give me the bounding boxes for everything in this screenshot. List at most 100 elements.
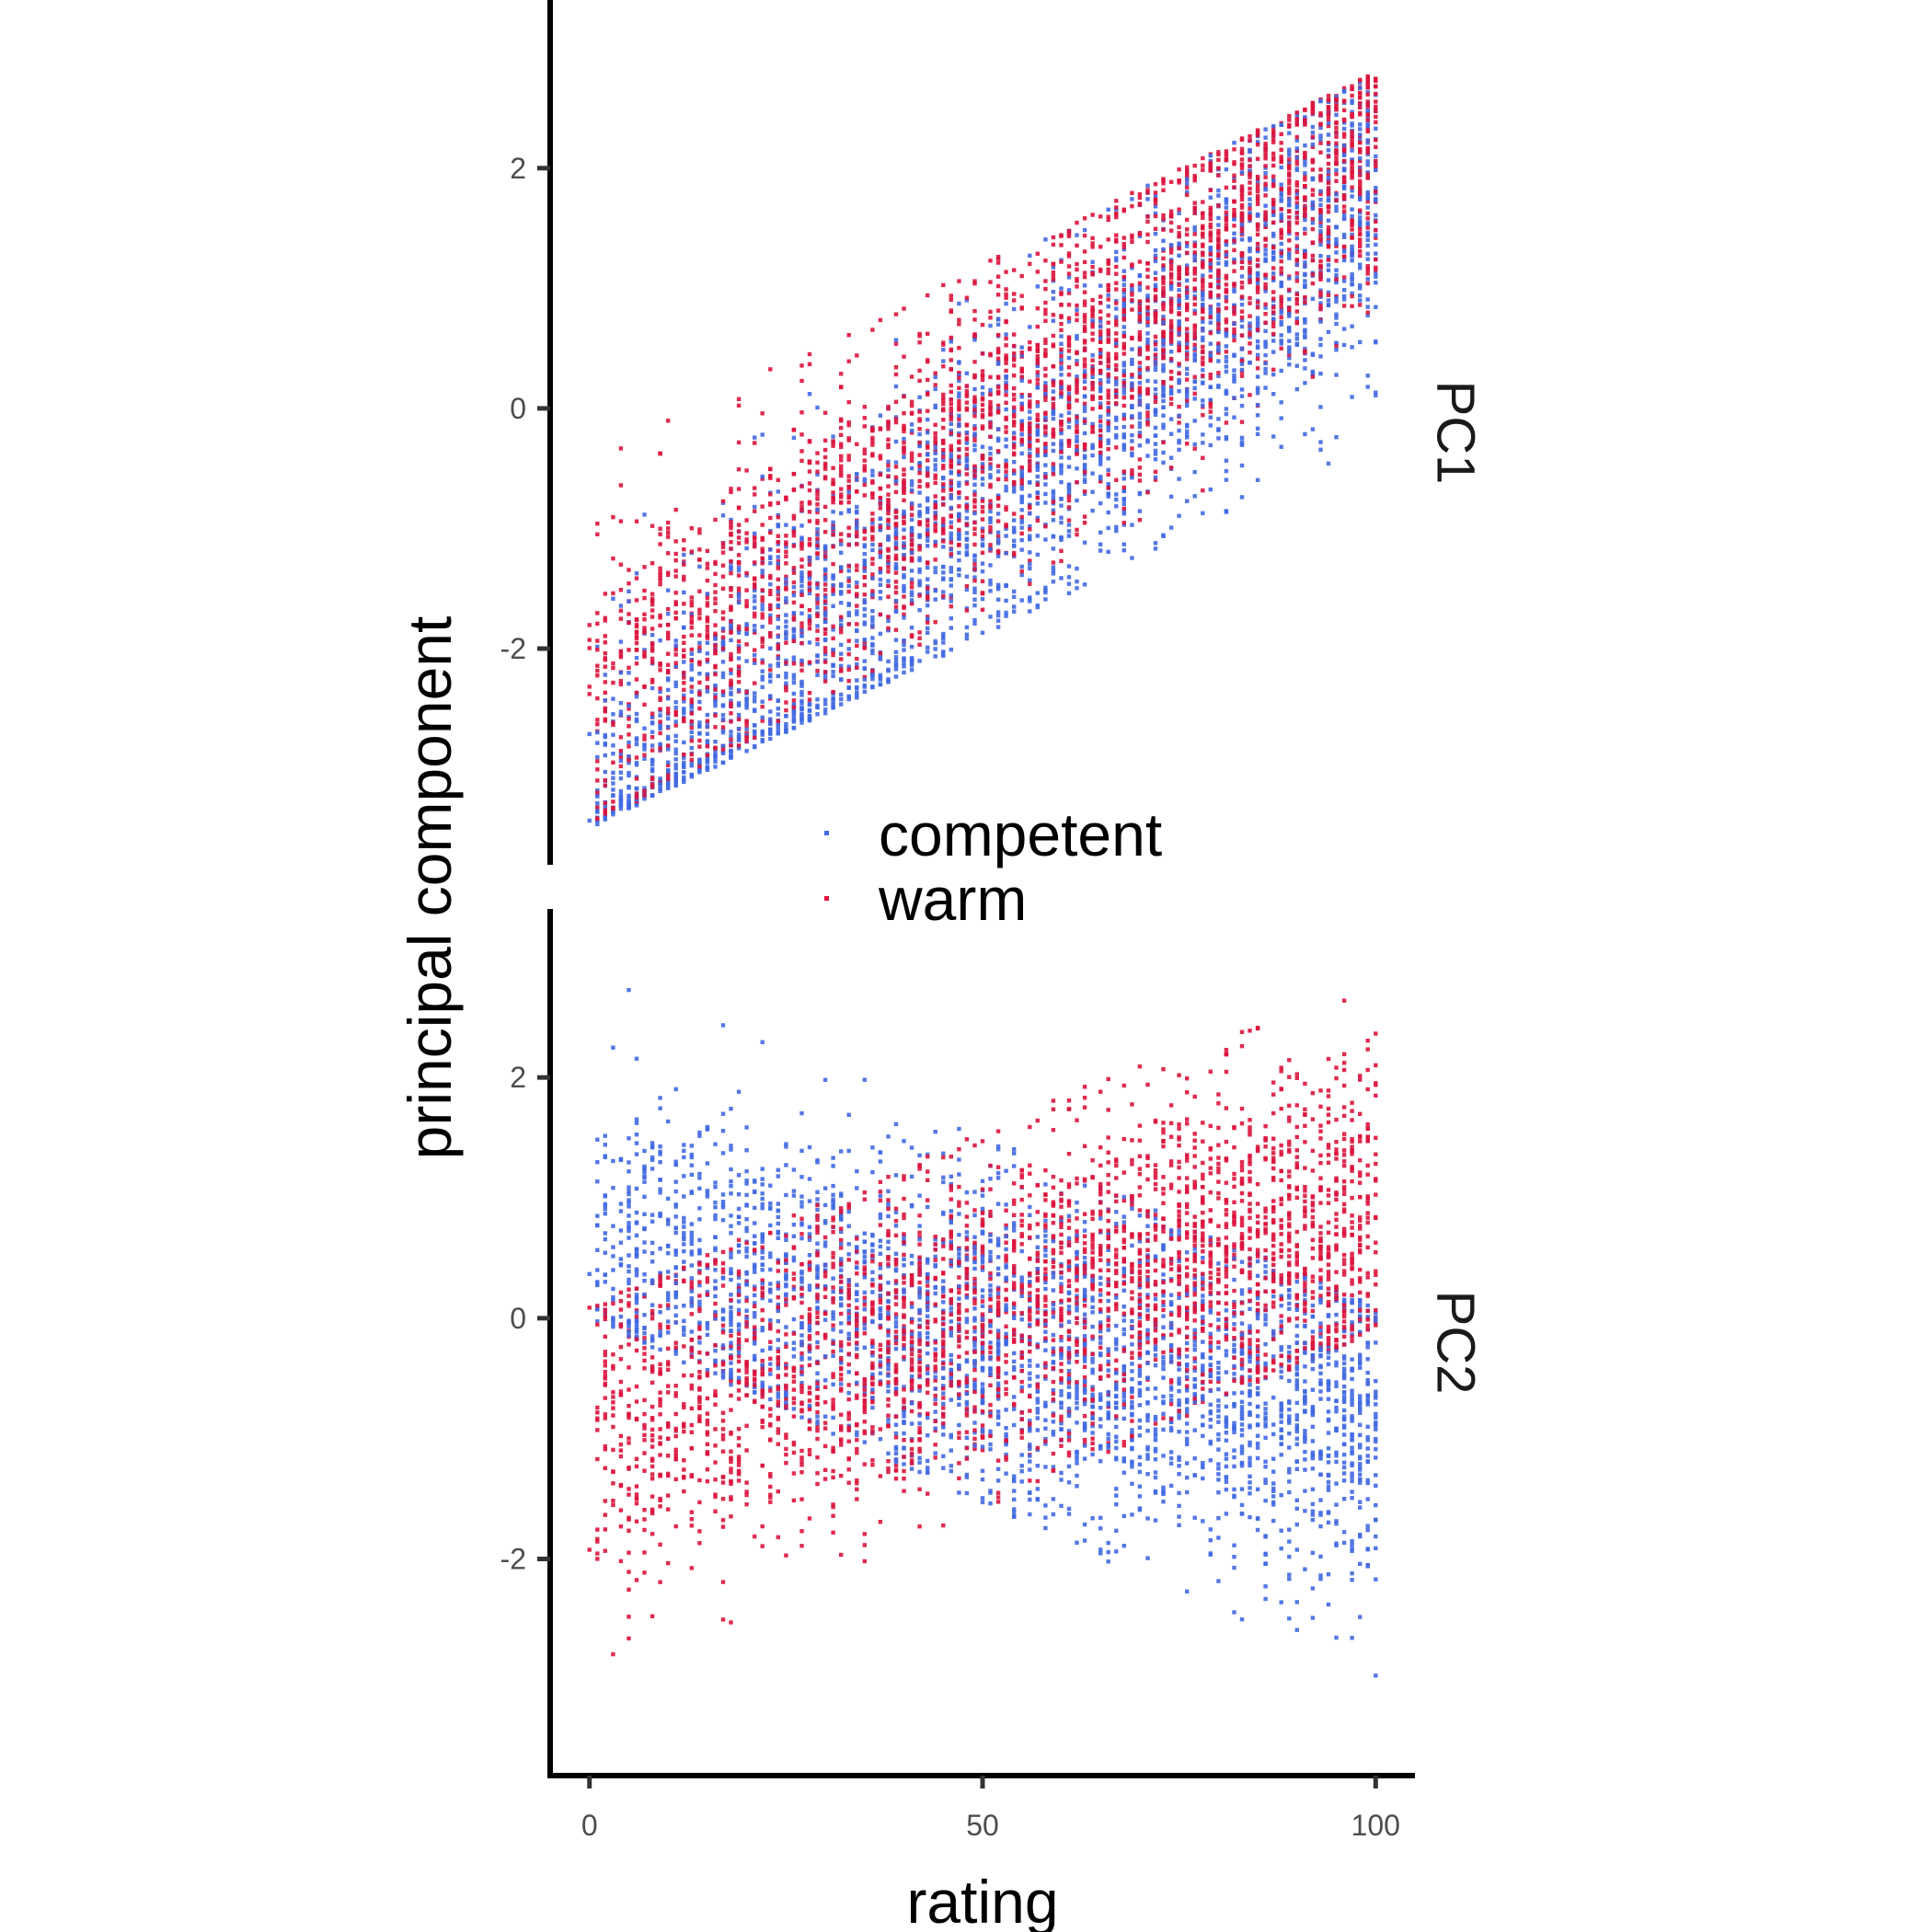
- point-warm: [1028, 347, 1032, 351]
- point-competent: [1263, 252, 1268, 257]
- point-warm: [815, 551, 820, 557]
- point-competent: [1168, 287, 1174, 292]
- point-warm: [855, 568, 859, 572]
- point-warm: [1082, 290, 1087, 294]
- point-warm: [807, 697, 812, 702]
- point-warm: [799, 546, 804, 551]
- point-competent: [784, 624, 788, 629]
- point-competent: [893, 562, 899, 567]
- point-warm: [776, 548, 780, 553]
- point-competent: [972, 443, 977, 448]
- point-competent: [1130, 266, 1134, 270]
- point-competent: [776, 731, 780, 736]
- point-competent: [1350, 244, 1354, 248]
- point-warm: [1043, 397, 1048, 402]
- point-warm: [666, 707, 671, 711]
- point-warm: [689, 725, 694, 730]
- point-competent: [870, 576, 875, 581]
- point-warm: [1224, 249, 1229, 255]
- point-competent: [618, 639, 624, 644]
- point-competent: [964, 441, 970, 445]
- point-competent: [980, 385, 985, 390]
- point-competent: [1153, 347, 1158, 351]
- point-warm: [791, 591, 797, 595]
- point-competent: [909, 592, 914, 598]
- point-warm: [831, 562, 835, 567]
- point-competent: [839, 642, 844, 648]
- point-competent: [634, 786, 639, 791]
- point-warm: [1358, 100, 1363, 106]
- point-warm: [1263, 282, 1268, 287]
- point-competent: [1012, 460, 1017, 465]
- point-competent: [1350, 194, 1354, 199]
- point-warm: [926, 596, 930, 601]
- point-warm: [1350, 84, 1354, 88]
- point-warm: [1066, 234, 1072, 238]
- point-competent: [1248, 147, 1252, 153]
- point-warm: [753, 492, 757, 497]
- point-warm: [682, 687, 686, 692]
- point-competent: [1130, 414, 1134, 420]
- point-competent: [964, 543, 970, 547]
- point-warm: [1059, 548, 1064, 553]
- point-warm: [822, 572, 828, 577]
- point-competent: [1263, 259, 1268, 263]
- point-competent: [909, 501, 914, 506]
- point-warm: [784, 688, 788, 693]
- point-competent: [753, 707, 757, 712]
- point-competent: [784, 619, 788, 624]
- point-warm: [689, 739, 694, 743]
- point-competent: [957, 394, 961, 399]
- point-competent: [941, 545, 946, 549]
- point-warm: [1090, 358, 1095, 362]
- point-competent: [807, 707, 812, 713]
- point-warm: [729, 656, 733, 661]
- point-competent: [926, 496, 930, 500]
- point-competent: [1059, 455, 1064, 460]
- point-competent: [870, 542, 875, 547]
- point-warm: [1185, 217, 1190, 223]
- point-warm: [988, 351, 993, 357]
- point-competent: [926, 650, 930, 654]
- point-competent: [1365, 193, 1370, 198]
- point-competent: [815, 703, 820, 708]
- point-warm: [1019, 440, 1024, 444]
- point-warm: [917, 545, 922, 549]
- point-competent: [1043, 453, 1048, 457]
- point-competent: [846, 647, 851, 651]
- point-warm: [618, 735, 624, 740]
- point-warm: [1287, 189, 1292, 193]
- point-warm: [720, 628, 726, 633]
- point-warm: [595, 532, 600, 536]
- point-warm: [862, 674, 867, 680]
- point-warm: [964, 388, 970, 394]
- point-competent: [1153, 204, 1158, 209]
- point-competent: [1334, 295, 1339, 301]
- point-warm: [627, 744, 631, 749]
- point-competent: [689, 722, 694, 727]
- point-warm: [753, 735, 757, 740]
- point-competent: [642, 512, 647, 517]
- point-warm: [1019, 351, 1024, 355]
- point-competent: [926, 510, 930, 514]
- point-warm: [760, 561, 765, 566]
- point-warm: [595, 522, 600, 526]
- point-warm: [1279, 315, 1283, 320]
- point-warm: [1043, 387, 1048, 392]
- point-competent: [1130, 405, 1134, 409]
- point-competent: [791, 717, 797, 722]
- point-competent: [799, 589, 804, 593]
- point-competent: [768, 582, 773, 587]
- point-warm: [926, 615, 930, 619]
- point-competent: [1168, 390, 1174, 395]
- point-competent: [1019, 378, 1024, 383]
- point-warm: [713, 559, 718, 565]
- point-competent: [1161, 385, 1166, 390]
- point-competent: [1255, 477, 1260, 482]
- point-competent: [587, 731, 592, 737]
- point-warm: [909, 399, 914, 404]
- point-warm: [1201, 277, 1205, 282]
- point-warm: [650, 776, 655, 780]
- point-competent: [1326, 121, 1331, 125]
- point-competent: [1059, 445, 1064, 450]
